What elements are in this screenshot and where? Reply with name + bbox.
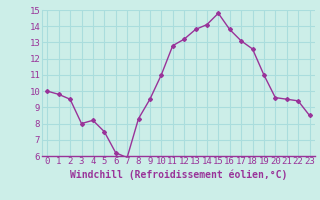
X-axis label: Windchill (Refroidissement éolien,°C): Windchill (Refroidissement éolien,°C) <box>70 169 287 180</box>
